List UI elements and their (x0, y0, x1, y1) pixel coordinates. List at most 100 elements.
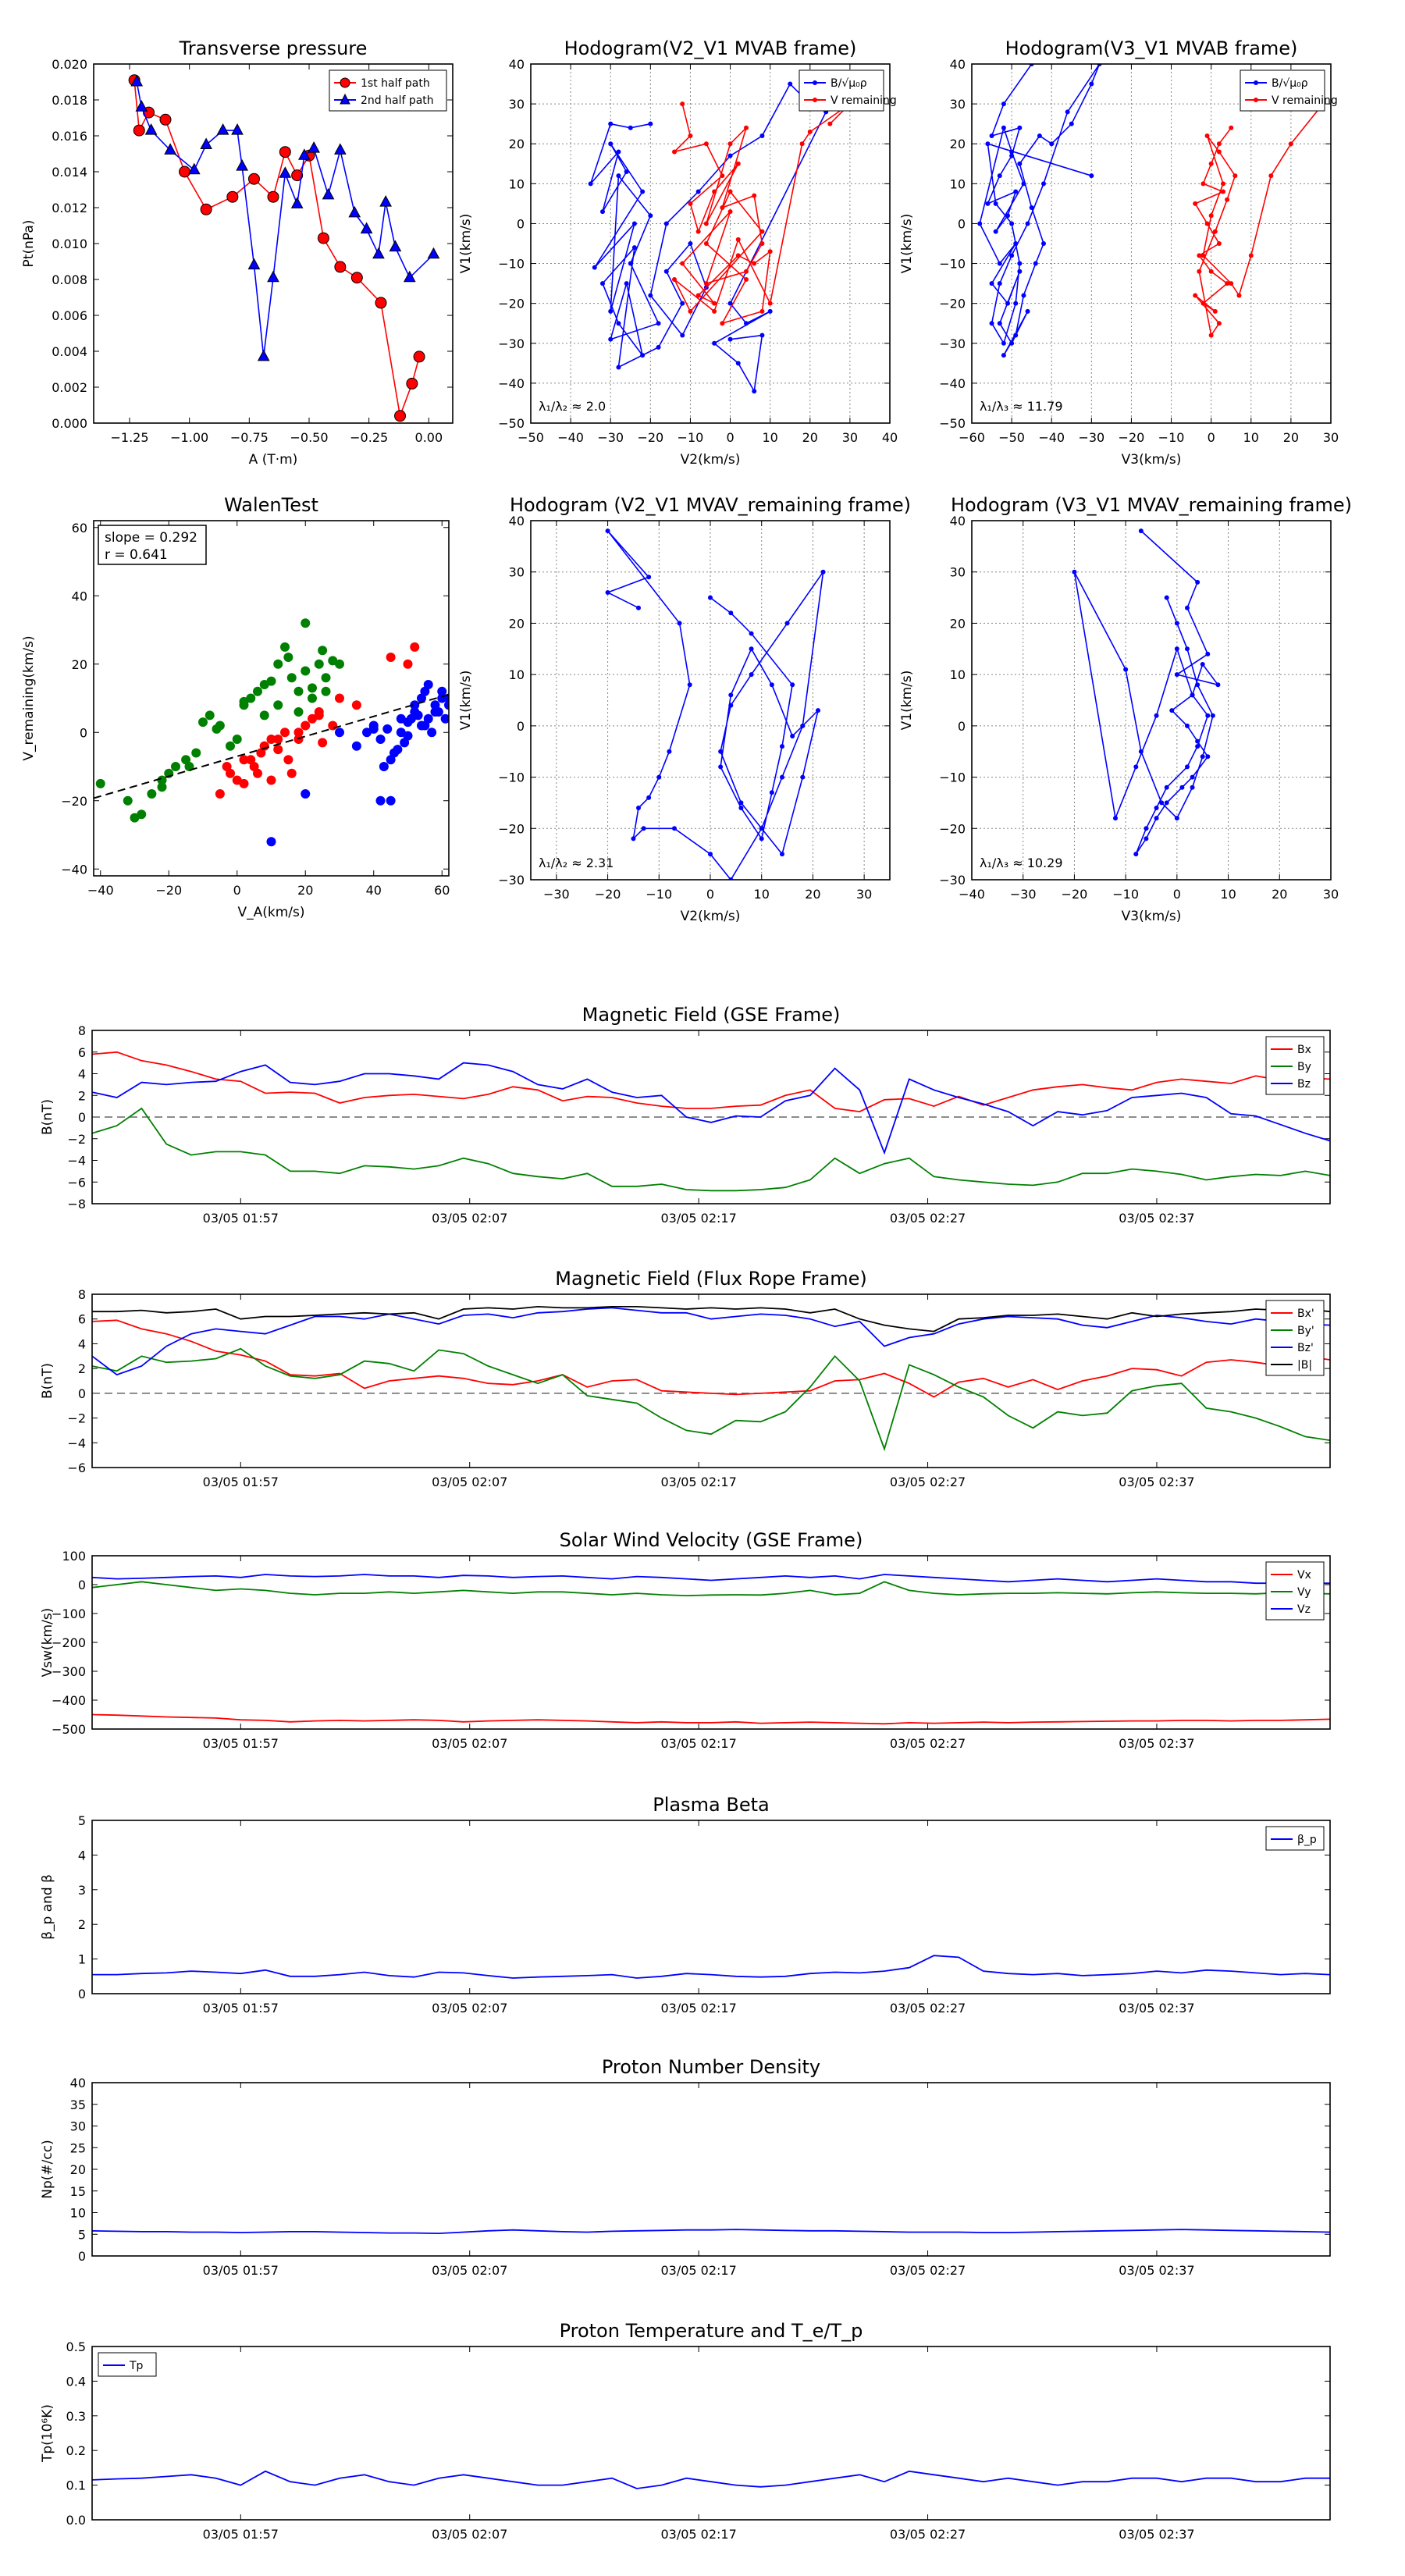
data-point (1216, 241, 1222, 246)
data-point (656, 774, 662, 780)
y-tick-label: 40 (70, 2076, 86, 2090)
x-tick-label: −40 (557, 430, 584, 445)
data-point (656, 344, 661, 350)
data-point (720, 173, 725, 179)
scatter-point (314, 659, 324, 669)
scatter-point (259, 741, 269, 751)
data-point (800, 774, 806, 780)
data-point (663, 269, 669, 274)
y-axis-label: B(nT) (40, 1099, 55, 1135)
data-point (784, 621, 790, 626)
data-point (1288, 141, 1293, 147)
data-point (712, 340, 717, 346)
y-tick-label: 0.016 (52, 129, 87, 144)
data-point (759, 826, 764, 831)
data-point (1229, 125, 1234, 130)
data-point (799, 141, 805, 147)
scatter-point (321, 673, 331, 683)
data-point (1204, 133, 1210, 138)
x-axis-label: V3(km/s) (1122, 452, 1182, 468)
data-point (1193, 201, 1198, 206)
data-point (1200, 253, 1206, 258)
data-point (1225, 197, 1230, 202)
eigen-ratio-annotation: λ₁/λ₃ ≈ 11.79 (980, 399, 1063, 414)
legend: Tp (98, 2352, 157, 2377)
y-axis-label: B(nT) (40, 1363, 55, 1399)
data-point (727, 141, 733, 147)
data-point (1017, 269, 1023, 274)
data-point (1144, 836, 1149, 841)
data-point (1195, 682, 1200, 688)
scatter-point (123, 795, 133, 806)
data-point (1159, 800, 1165, 806)
data-point (695, 189, 701, 194)
data-point (735, 161, 741, 166)
y-tick-label: 2 (78, 1917, 86, 1932)
data-point (989, 321, 994, 326)
x-tick-label: −40 (87, 883, 114, 898)
data-point (1190, 692, 1195, 698)
data-point (708, 595, 713, 600)
x-tick-label: 10 (754, 887, 770, 902)
y-axis-label: Pt(nPa) (21, 220, 37, 268)
scatter-point (314, 710, 324, 720)
y-tick-label: 0 (958, 719, 966, 734)
data-point (640, 353, 646, 358)
data-point (993, 201, 998, 206)
x-tick-label: 03/05 02:27 (890, 2001, 966, 2016)
y-tick-label: 20 (509, 616, 525, 631)
data-layer (92, 1051, 1330, 1192)
data-point (1200, 301, 1206, 306)
legend-label: Bx' (1297, 1308, 1314, 1320)
scatter-point (273, 700, 283, 710)
data-point (616, 365, 621, 370)
data-point (663, 221, 669, 226)
data-point (144, 123, 158, 135)
data-point (600, 209, 605, 215)
x-tick-label: 30 (1323, 887, 1339, 902)
plot-frame (530, 520, 891, 881)
data-point (738, 800, 744, 806)
legend-marker (813, 98, 817, 102)
data-point (375, 297, 387, 309)
chart-h21r: Hodogram (V2_V1 MVAV_remaining frame) −30… (458, 494, 911, 924)
legend-label: By' (1297, 1325, 1314, 1337)
x-tick-label: −1.00 (170, 430, 208, 445)
data-point (1154, 806, 1159, 810)
y-tick-label: 10 (509, 176, 525, 191)
data-point (1232, 173, 1238, 179)
plot-frame (530, 63, 891, 424)
data-point (226, 190, 239, 203)
data-point (1197, 269, 1202, 274)
y-tick-label: 0.012 (52, 201, 87, 215)
x-tick-label: 03/05 02:07 (432, 2001, 507, 2016)
y-tick-label: 0 (78, 1987, 86, 2001)
y-tick-label: −6 (67, 1175, 86, 1190)
data-point (631, 245, 637, 251)
scatter-point (171, 762, 180, 771)
y-tick-label: −20 (498, 297, 525, 311)
data-point (989, 133, 994, 138)
scatter-point (335, 659, 344, 669)
x-tick-label: 03/05 01:57 (203, 2263, 279, 2278)
y-tick-label: 0.000 (52, 416, 87, 431)
x-axis-label: V2(km/s) (681, 452, 741, 468)
data-point (1164, 595, 1169, 600)
data-point (680, 261, 685, 266)
scatter-point (440, 713, 449, 724)
chart-title: Hodogram (V3_V1 MVAV_remaining frame) (951, 494, 1352, 516)
data-point (247, 173, 260, 185)
data-point (759, 133, 765, 138)
data-point (608, 121, 614, 126)
plot-frame (93, 520, 450, 877)
data-point (1154, 713, 1159, 718)
data-point (1195, 579, 1200, 585)
data-point (1208, 333, 1214, 338)
data-point (372, 247, 385, 259)
y-tick-label: 35 (70, 2097, 86, 2112)
x-tick-label: −1.25 (110, 430, 148, 445)
data-point (1144, 826, 1149, 831)
data-point (279, 166, 292, 178)
data-point (257, 349, 270, 361)
data-point (1193, 293, 1198, 298)
